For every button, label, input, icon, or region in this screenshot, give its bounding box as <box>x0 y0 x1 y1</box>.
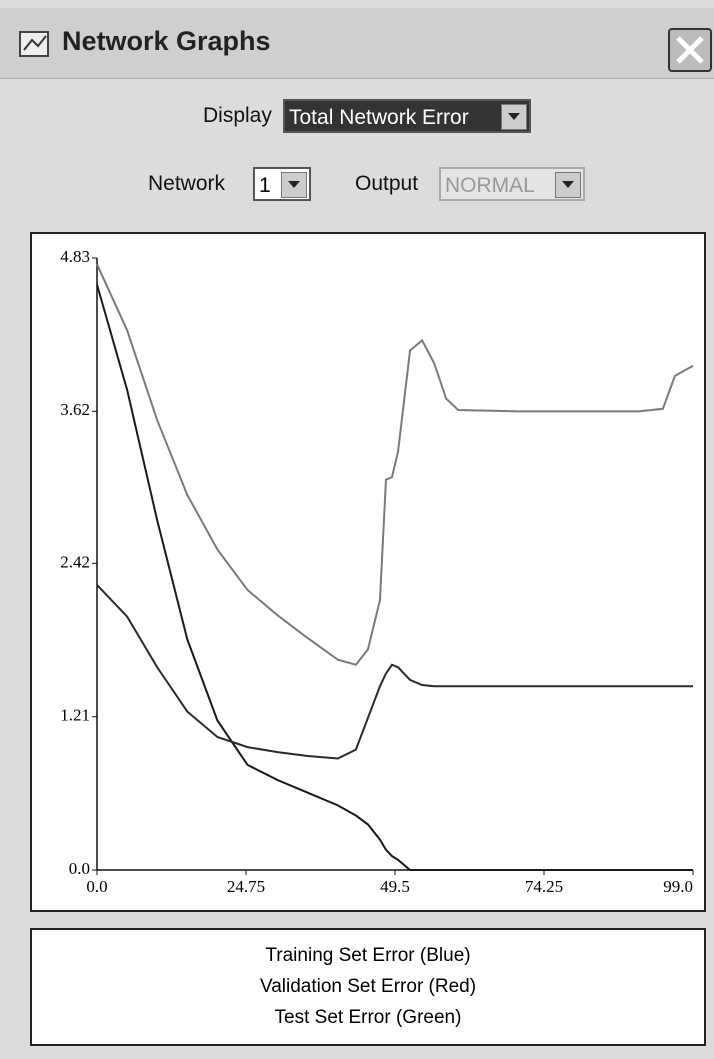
legend-entry: Test Set Error (Green) <box>32 1002 704 1033</box>
display-dropdown[interactable]: Total Network Error <box>283 99 531 133</box>
chart: 0.0 1.21 2.42 3.62 4.83 0.0 24.75 49.5 74.25 99.0 <box>32 234 704 910</box>
output-label: Output <box>355 172 418 196</box>
legend-entry: Training Set Error (Blue) <box>32 940 704 971</box>
legend-entry: Validation Set Error (Red) <box>32 971 704 1002</box>
x-tick-label: 74.25 <box>525 877 563 896</box>
window: Network Graphs Display Total Network Err… <box>0 0 714 1059</box>
output-value: NORMAL <box>445 174 535 197</box>
display-label: Display <box>203 104 272 128</box>
series-line <box>97 585 693 759</box>
chart-panel: 0.0 1.21 2.42 3.62 4.83 0.0 24.75 49.5 74.25 99.0 <box>30 232 706 912</box>
display-value: Total Network Error <box>289 106 469 129</box>
output-dropdown: NORMAL <box>439 167 585 201</box>
x-tick-label: 99.0 <box>663 877 693 896</box>
y-tick-label: 3.62 <box>60 400 90 419</box>
y-tick-label: 2.42 <box>60 552 90 571</box>
y-tick-label: 0.0 <box>69 859 90 878</box>
y-tick-label: 1.21 <box>60 706 90 725</box>
network-value: 1 <box>259 174 271 197</box>
dropdown-arrow <box>555 172 581 198</box>
series-line <box>97 285 693 870</box>
series-line <box>97 264 693 664</box>
x-tick-label: 49.5 <box>380 877 410 896</box>
legend: Training Set Error (Blue)Validation Set … <box>30 928 706 1046</box>
window-title: Network Graphs <box>62 26 271 57</box>
x-tick-label: 0.0 <box>86 877 107 896</box>
network-dropdown[interactable]: 1 <box>253 167 311 201</box>
x-tick-label: 24.75 <box>227 877 265 896</box>
dropdown-arrow <box>281 172 307 198</box>
close-button[interactable] <box>668 28 712 72</box>
dropdown-arrow <box>501 104 527 130</box>
window-icon <box>18 28 52 60</box>
title-bar: Network Graphs <box>0 8 714 79</box>
y-tick-label: 4.83 <box>60 247 90 266</box>
network-label: Network <box>148 172 225 196</box>
